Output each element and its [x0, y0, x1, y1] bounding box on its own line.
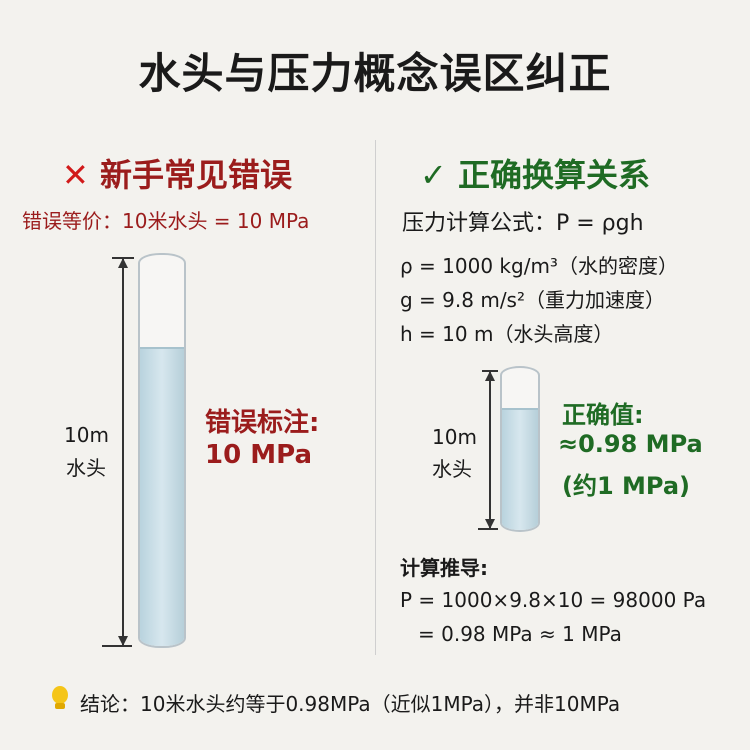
page-title: 水头与压力概念误区纠正 — [138, 49, 612, 98]
arrow-down-icon — [485, 519, 495, 529]
column-divider — [375, 140, 376, 655]
correct-approx: (约1 MPa) — [562, 472, 691, 500]
arrow-up-icon — [118, 258, 128, 268]
correct-label: 正确值: — [562, 401, 644, 429]
correct-heading-text: 正确换算关系 — [457, 156, 650, 194]
derivation-title: 计算推导: — [400, 556, 488, 580]
conclusion-text: 结论：10米水头约等于0.98MPa（近似1MPa），并非10MPa — [80, 692, 621, 716]
rho-line: ρ = 1000 kg/m³（水的密度） — [400, 254, 678, 278]
lightbulb-icon — [52, 686, 68, 709]
cross-icon: ✕ — [62, 156, 89, 194]
height-label-small: 10m — [432, 425, 477, 449]
water-column-small — [502, 408, 538, 530]
tall-water-tube — [138, 253, 186, 648]
measure-line-small — [489, 371, 491, 529]
wrong-equivalence: 错误等价：10米水头 = 10 MPa — [22, 209, 310, 233]
wrong-heading: ✕ 新手常见错误 — [62, 150, 292, 196]
formula: 压力计算公式：P = ρgh — [402, 211, 644, 236]
h-line: h = 10 m（水头高度） — [400, 322, 614, 346]
measure-bottom-tick-small — [478, 528, 498, 530]
correct-heading: ✓ 正确换算关系 — [420, 150, 650, 196]
wrong-heading-text: 新手常见错误 — [99, 156, 292, 194]
height-label-sub: 水头 — [66, 456, 106, 480]
arrow-up-icon — [485, 371, 495, 381]
wrong-note-value: 10 MPa — [205, 440, 313, 470]
correct-value: ≈0.98 MPa — [558, 430, 703, 458]
measure-bottom-tick — [102, 645, 132, 647]
height-label-small-sub: 水头 — [432, 457, 472, 481]
short-water-tube — [500, 366, 540, 532]
height-label: 10m — [64, 423, 109, 447]
check-icon: ✓ — [420, 156, 447, 194]
derivation-line-2: = 0.98 MPa ≈ 1 MPa — [418, 622, 622, 646]
water-column — [140, 347, 184, 646]
wrong-note-label: 错误标注: — [205, 408, 320, 438]
arrow-down-icon — [118, 636, 128, 646]
derivation-line-1: P = 1000×9.8×10 = 98000 Pa — [400, 588, 707, 612]
measure-line — [122, 258, 124, 646]
g-line: g = 9.8 m/s²（重力加速度） — [400, 288, 665, 312]
